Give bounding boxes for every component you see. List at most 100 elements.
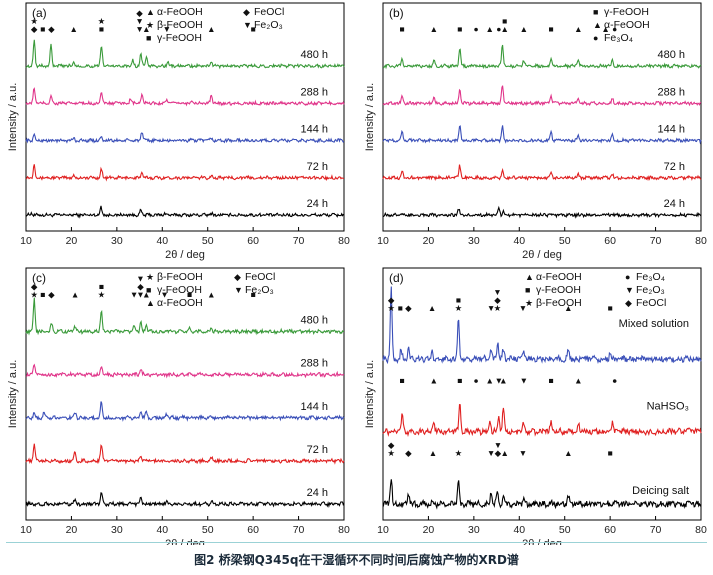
peak-marker: ◆ bbox=[388, 440, 395, 450]
peak-marker: ▲ bbox=[430, 24, 438, 34]
legend-label: β-FeOOH bbox=[157, 19, 203, 31]
peak-marker: ■ bbox=[608, 303, 613, 313]
series-line-3 bbox=[382, 125, 702, 145]
legend-marker: ■ bbox=[593, 7, 598, 17]
series-label: 72 h bbox=[307, 161, 328, 173]
peak-marker: ■ bbox=[251, 24, 256, 34]
series-label: 144 h bbox=[300, 124, 328, 136]
legend-label: Fe₃O₄ bbox=[636, 271, 665, 283]
legend-label: Fe₂O₃ bbox=[254, 19, 283, 31]
series-line-4 bbox=[25, 87, 345, 107]
legend-marker: ★ bbox=[525, 298, 533, 308]
legend-label: γ-FeOOH bbox=[157, 284, 202, 296]
series-line-1 bbox=[25, 205, 345, 219]
peak-marker: ■ bbox=[99, 24, 104, 34]
x-tick-label: 50 bbox=[202, 524, 214, 536]
peak-marker: ★ bbox=[387, 448, 395, 458]
legend-marker: ▼ bbox=[625, 285, 634, 295]
legend-label: α-FeOOH bbox=[157, 297, 203, 309]
peak-marker: ★ bbox=[98, 290, 106, 300]
peak-marker: ▲ bbox=[501, 448, 509, 458]
peak-marker: ▲ bbox=[499, 375, 507, 385]
peak-marker: ▼ bbox=[130, 290, 138, 300]
legend-label: γ-FeOOH bbox=[157, 32, 202, 44]
series-line-1 bbox=[382, 479, 702, 510]
plot-frame bbox=[382, 267, 702, 521]
legend-label: Fe₂O₃ bbox=[245, 284, 274, 296]
peak-marker: ◆ bbox=[137, 282, 144, 292]
panel-b: (b) 10 20 30 40 50 60 70 80 2θ / deg Intensity / a… bbox=[364, 2, 707, 261]
x-tick-label: 70 bbox=[293, 524, 305, 536]
peak-marker: ★ bbox=[30, 16, 38, 26]
peak-marker: ■ bbox=[99, 282, 104, 292]
legend-label: γ-FeOOH bbox=[604, 6, 649, 18]
legend-marker: ■ bbox=[146, 285, 151, 295]
peak-marker: ▲ bbox=[207, 24, 215, 34]
x-tick-label: 70 bbox=[293, 235, 305, 247]
series-line-2 bbox=[25, 164, 345, 182]
series-line-3 bbox=[25, 132, 345, 144]
series-line-4 bbox=[25, 363, 345, 379]
x-tick-label: 80 bbox=[695, 524, 707, 536]
x-tick-label: 10 bbox=[377, 524, 389, 536]
peak-marker: ▲ bbox=[429, 448, 437, 458]
series-label: 24 h bbox=[307, 487, 328, 499]
peak-marker: ▼ bbox=[494, 440, 502, 450]
x-tick-label: 20 bbox=[66, 524, 78, 536]
peak-marker: ● bbox=[612, 375, 617, 385]
panel-label: (d) bbox=[389, 271, 404, 285]
x-tick-label: 70 bbox=[650, 235, 662, 247]
series-label: 288 h bbox=[300, 358, 328, 370]
peak-marker: ▲ bbox=[486, 24, 494, 34]
x-tick-label: 40 bbox=[156, 235, 168, 247]
legend-marker: ◆ bbox=[625, 298, 632, 308]
peak-marker: ▲ bbox=[69, 24, 77, 34]
x-axis-label: 2θ / deg bbox=[165, 538, 205, 545]
series-line-3 bbox=[25, 401, 345, 422]
peak-marker: ▼ bbox=[493, 287, 501, 297]
legend-marker: ▲ bbox=[593, 20, 602, 30]
panel-label: (a) bbox=[32, 6, 47, 20]
peak-marker: ▼ bbox=[163, 24, 171, 34]
peak-marker: ■ bbox=[40, 290, 45, 300]
x-tick-label: 40 bbox=[156, 524, 168, 536]
series-line-2 bbox=[382, 164, 702, 182]
y-axis-label: Intensity / a.u. bbox=[7, 83, 19, 151]
legend-label: β-FeOOH bbox=[536, 297, 582, 309]
panel-label: (b) bbox=[389, 6, 404, 20]
peak-marker: ■ bbox=[549, 375, 554, 385]
legend-label: FeOCl bbox=[254, 6, 284, 18]
peak-marker: ◆ bbox=[388, 295, 395, 305]
peak-marker: ◆ bbox=[48, 290, 55, 300]
peak-marker: ▲ bbox=[574, 24, 582, 34]
x-tick-label: 50 bbox=[559, 524, 571, 536]
legend-label: Fe₂O₃ bbox=[636, 284, 665, 296]
series-label: 72 h bbox=[664, 161, 685, 173]
series-label: Mixed solution bbox=[619, 318, 689, 330]
legend-label: α-FeOOH bbox=[157, 6, 203, 18]
peak-marker: ■ bbox=[40, 24, 45, 34]
peak-marker: ▲ bbox=[142, 290, 150, 300]
panel-label: (c) bbox=[32, 271, 46, 285]
peak-marker: ▼ bbox=[495, 375, 503, 385]
legend-label: β-FeOOH bbox=[157, 271, 203, 283]
legend-marker: ● bbox=[593, 33, 598, 43]
peak-marker: ▼ bbox=[487, 448, 495, 458]
peak-marker: ▼ bbox=[160, 290, 168, 300]
legend-marker: ● bbox=[625, 272, 630, 282]
legend-marker: ★ bbox=[146, 20, 154, 30]
series-label: 480 h bbox=[300, 315, 328, 327]
peak-marker: ▲ bbox=[564, 303, 572, 313]
legend-label: α-FeOOH bbox=[604, 19, 650, 31]
x-tick-label: 80 bbox=[338, 524, 350, 536]
x-tick-label: 80 bbox=[338, 235, 350, 247]
series-label: 72 h bbox=[307, 444, 328, 456]
x-axis-label: 2θ / deg bbox=[522, 538, 562, 545]
legend-label: FeOCl bbox=[245, 271, 275, 283]
peak-marker: ■ bbox=[187, 290, 192, 300]
y-axis-label: Intensity / a.u. bbox=[364, 83, 376, 151]
x-tick-label: 50 bbox=[559, 235, 571, 247]
peak-marker: ▼ bbox=[136, 290, 144, 300]
peak-marker: ◆ bbox=[48, 24, 55, 34]
peak-marker: ■ bbox=[457, 24, 462, 34]
